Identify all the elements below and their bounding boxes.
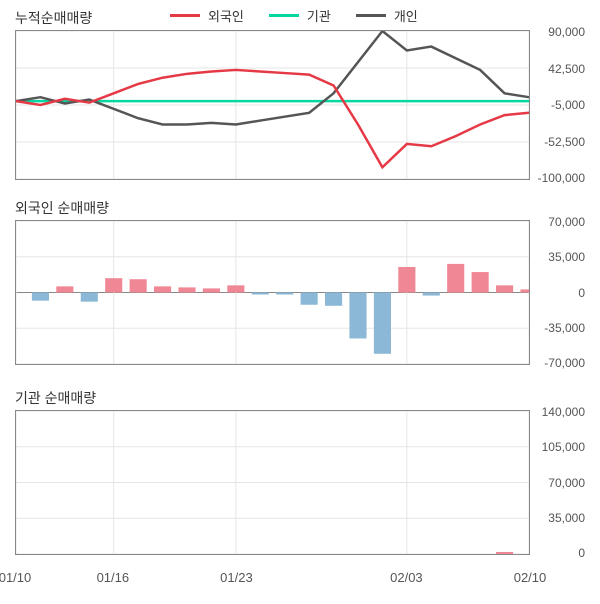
ytick-label: -5,000: [535, 98, 585, 112]
legend-item-foreign: 외국인: [170, 6, 244, 25]
legend: 외국인 기관 개인: [170, 6, 418, 25]
ytick-label: 70,000: [535, 215, 585, 229]
panel1-title: 누적순매매량: [15, 8, 92, 28]
legend-line: [356, 14, 386, 17]
panel-cumulative: 누적순매매량 외국인 기관 개인 90,000 42,500 -5,000 -52,5…: [10, 0, 590, 185]
yaxis2: 70,000 35,000 0 -35,000 -70,000: [535, 215, 590, 370]
legend-line: [269, 14, 299, 17]
plot3: [15, 410, 530, 555]
panel3-title: 기관 순매매량: [15, 388, 96, 408]
panel-foreign: 외국인 순매매량 70,000 35,000 0 -35,000 -70,000: [10, 190, 590, 370]
ytick-label: 70,000: [535, 476, 585, 490]
ytick-label: -52,500: [535, 135, 585, 149]
yaxis1: 90,000 42,500 -5,000 -52,500 -100,000: [535, 25, 590, 185]
ytick-label: 35,000: [535, 511, 585, 525]
legend-label: 외국인: [208, 6, 244, 25]
ytick-label: -35,000: [535, 321, 585, 335]
legend-label: 기관: [307, 6, 331, 25]
legend-item-individual: 개인: [356, 6, 418, 25]
xtick-label: 02/10: [514, 570, 547, 585]
legend-label: 개인: [394, 6, 418, 25]
ytick-label: 0: [535, 286, 585, 300]
ytick-label: 140,000: [535, 405, 585, 419]
plot2: [15, 220, 530, 365]
panel-institution: 기관 순매매량 140,000 105,000 70,000 35,000 0: [10, 380, 590, 560]
xaxis: 01/1001/1601/2302/0302/10: [15, 570, 530, 590]
ytick-label: 0: [535, 546, 585, 560]
xtick-label: 02/03: [390, 570, 423, 585]
legend-item-institution: 기관: [269, 6, 331, 25]
xtick-label: 01/23: [220, 570, 253, 585]
yaxis3: 140,000 105,000 70,000 35,000 0: [535, 405, 590, 560]
ytick-label: -70,000: [535, 356, 585, 370]
ytick-label: 90,000: [535, 25, 585, 39]
plot1: [15, 30, 530, 180]
ytick-label: 35,000: [535, 250, 585, 264]
xtick-label: 01/16: [97, 570, 130, 585]
ytick-label: 105,000: [535, 440, 585, 454]
panel2-title: 외국인 순매매량: [15, 198, 109, 218]
chart-container: 누적순매매량 외국인 기관 개인 90,000 42,500 -5,000 -52,5…: [0, 0, 600, 604]
xtick-label: 01/10: [0, 570, 31, 585]
ytick-label: -100,000: [535, 171, 585, 185]
legend-line: [170, 14, 200, 17]
ytick-label: 42,500: [535, 62, 585, 76]
